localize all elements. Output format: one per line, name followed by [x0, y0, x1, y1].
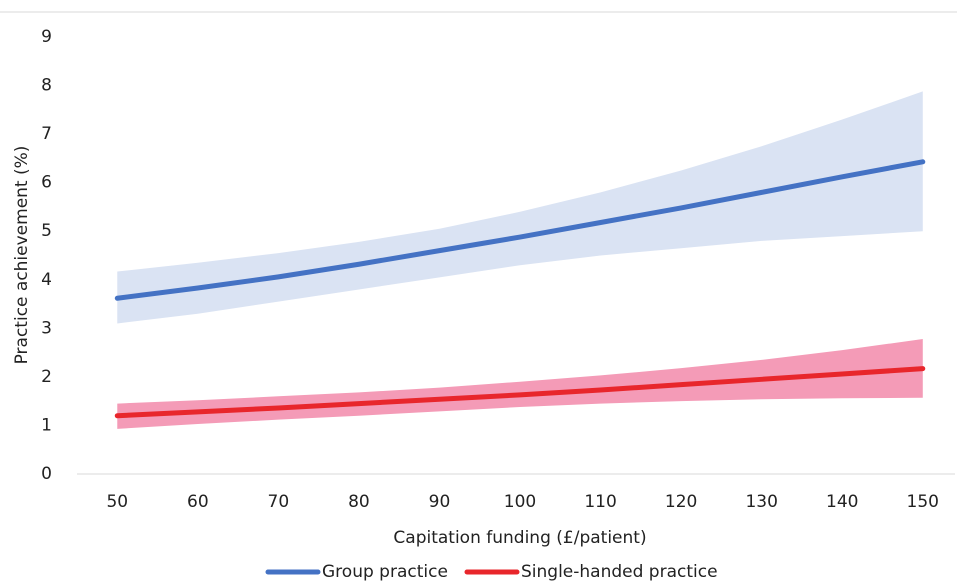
y-tick-label: 2 [41, 367, 52, 387]
y-axis-label: Practice achievement (%) [12, 146, 32, 365]
y-tick-label: 7 [41, 124, 52, 144]
y-tick-label: 8 [41, 76, 52, 96]
y-tick-label: 0 [41, 464, 52, 484]
series-line [114, 366, 926, 419]
confidence-band [117, 91, 923, 324]
x-tick-label: 70 [268, 492, 290, 512]
x-axis-label: Capitation funding (£/patient) [393, 528, 646, 548]
x-tick-label: 120 [665, 492, 697, 512]
y-tick-label: 6 [41, 173, 52, 193]
legend-label: Single-handed practice [521, 562, 718, 581]
confidence-band [117, 339, 923, 429]
x-tick-label: 130 [745, 492, 777, 512]
x-tick-label: 50 [106, 492, 128, 512]
x-tick-label: 100 [504, 492, 536, 512]
y-tick-label: 4 [41, 270, 52, 290]
x-tick-label: 140 [826, 492, 858, 512]
series-line [114, 159, 926, 301]
x-tick-label: 80 [348, 492, 370, 512]
x-tick-label: 90 [429, 492, 451, 512]
y-tick-label: 5 [41, 221, 52, 241]
x-tick-label: 150 [907, 492, 939, 512]
x-tick-label: 60 [187, 492, 209, 512]
y-tick-label: 3 [41, 318, 52, 338]
y-tick-label: 9 [41, 27, 52, 47]
y-tick-label: 1 [41, 415, 52, 435]
legend-label: Group practice [322, 562, 448, 581]
x-tick-label: 110 [584, 492, 616, 512]
